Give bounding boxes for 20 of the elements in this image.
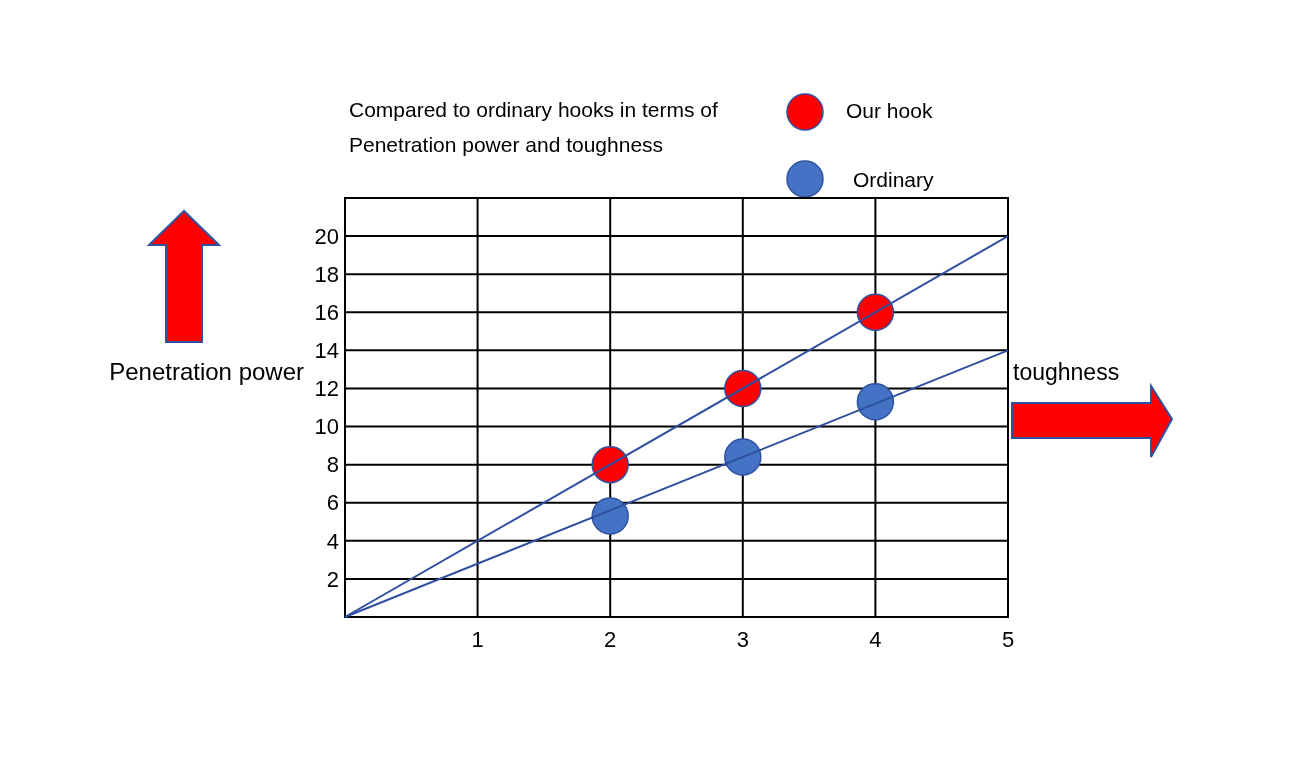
y-tick-label: 18 xyxy=(314,261,339,287)
legend-label: Our hook xyxy=(846,99,933,122)
y-tick-label: 4 xyxy=(326,528,339,554)
y-axis-title: Penetration power xyxy=(109,358,304,385)
legend-label: Ordinary xyxy=(853,168,935,191)
y-tick-label: 8 xyxy=(326,452,339,478)
x-tick-label: 2 xyxy=(604,627,617,652)
y-tick-label: 20 xyxy=(314,223,339,249)
y-tick-label: 12 xyxy=(314,376,339,402)
y-tick-label: 10 xyxy=(314,414,339,440)
chart-title: Compared to ordinary hooks in terms of Penetration power and toughness xyxy=(349,98,718,156)
x-tick-label: 4 xyxy=(869,627,882,652)
y-tick-label: 16 xyxy=(314,299,339,325)
y-tick-label: 6 xyxy=(326,490,339,516)
y-tick-label: 2 xyxy=(326,566,339,592)
x-axis-title: toughness xyxy=(1013,359,1120,385)
y-tick-label: 14 xyxy=(314,338,339,364)
x-tick-label: 5 xyxy=(1001,627,1015,652)
x-tick-label: 3 xyxy=(736,627,749,652)
x-tick-label: 1 xyxy=(471,627,484,652)
